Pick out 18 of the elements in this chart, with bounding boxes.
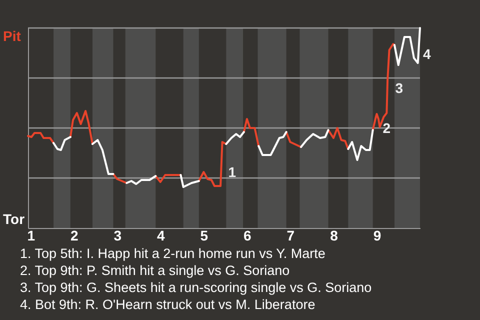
x-tick-label: 2 (70, 228, 78, 244)
text: Tor (3, 211, 25, 227)
x-tick-label: 9 (373, 228, 382, 244)
text: 4. Bot 9th: R. O'Hearn struck out vs M. Liberatore (20, 296, 316, 313)
x-tick-label: 8 (330, 228, 338, 244)
x-tick-label: 6 (244, 228, 252, 244)
annotation: 4 (423, 46, 431, 62)
text: 2. Top 9th: P. Smith hit a single vs G. Soriano (20, 262, 291, 279)
x-tick-label: 7 (286, 228, 295, 244)
annotation: 3 (395, 80, 404, 96)
text: Pit (3, 28, 21, 44)
x-tick-label: 3 (114, 228, 122, 244)
x-tick-label: 1 (27, 228, 36, 244)
text: 1. Top 5th: I. Happ hit a 2-run home run vs Y. Marte (20, 245, 326, 262)
annotation: 1 (228, 164, 236, 180)
text: 3. Top 9th: G. Sheets hit a run-scoring single vs G. Soriano (20, 279, 372, 296)
x-tick-label: 5 (200, 228, 208, 244)
x-tick-label: 4 (157, 228, 165, 244)
